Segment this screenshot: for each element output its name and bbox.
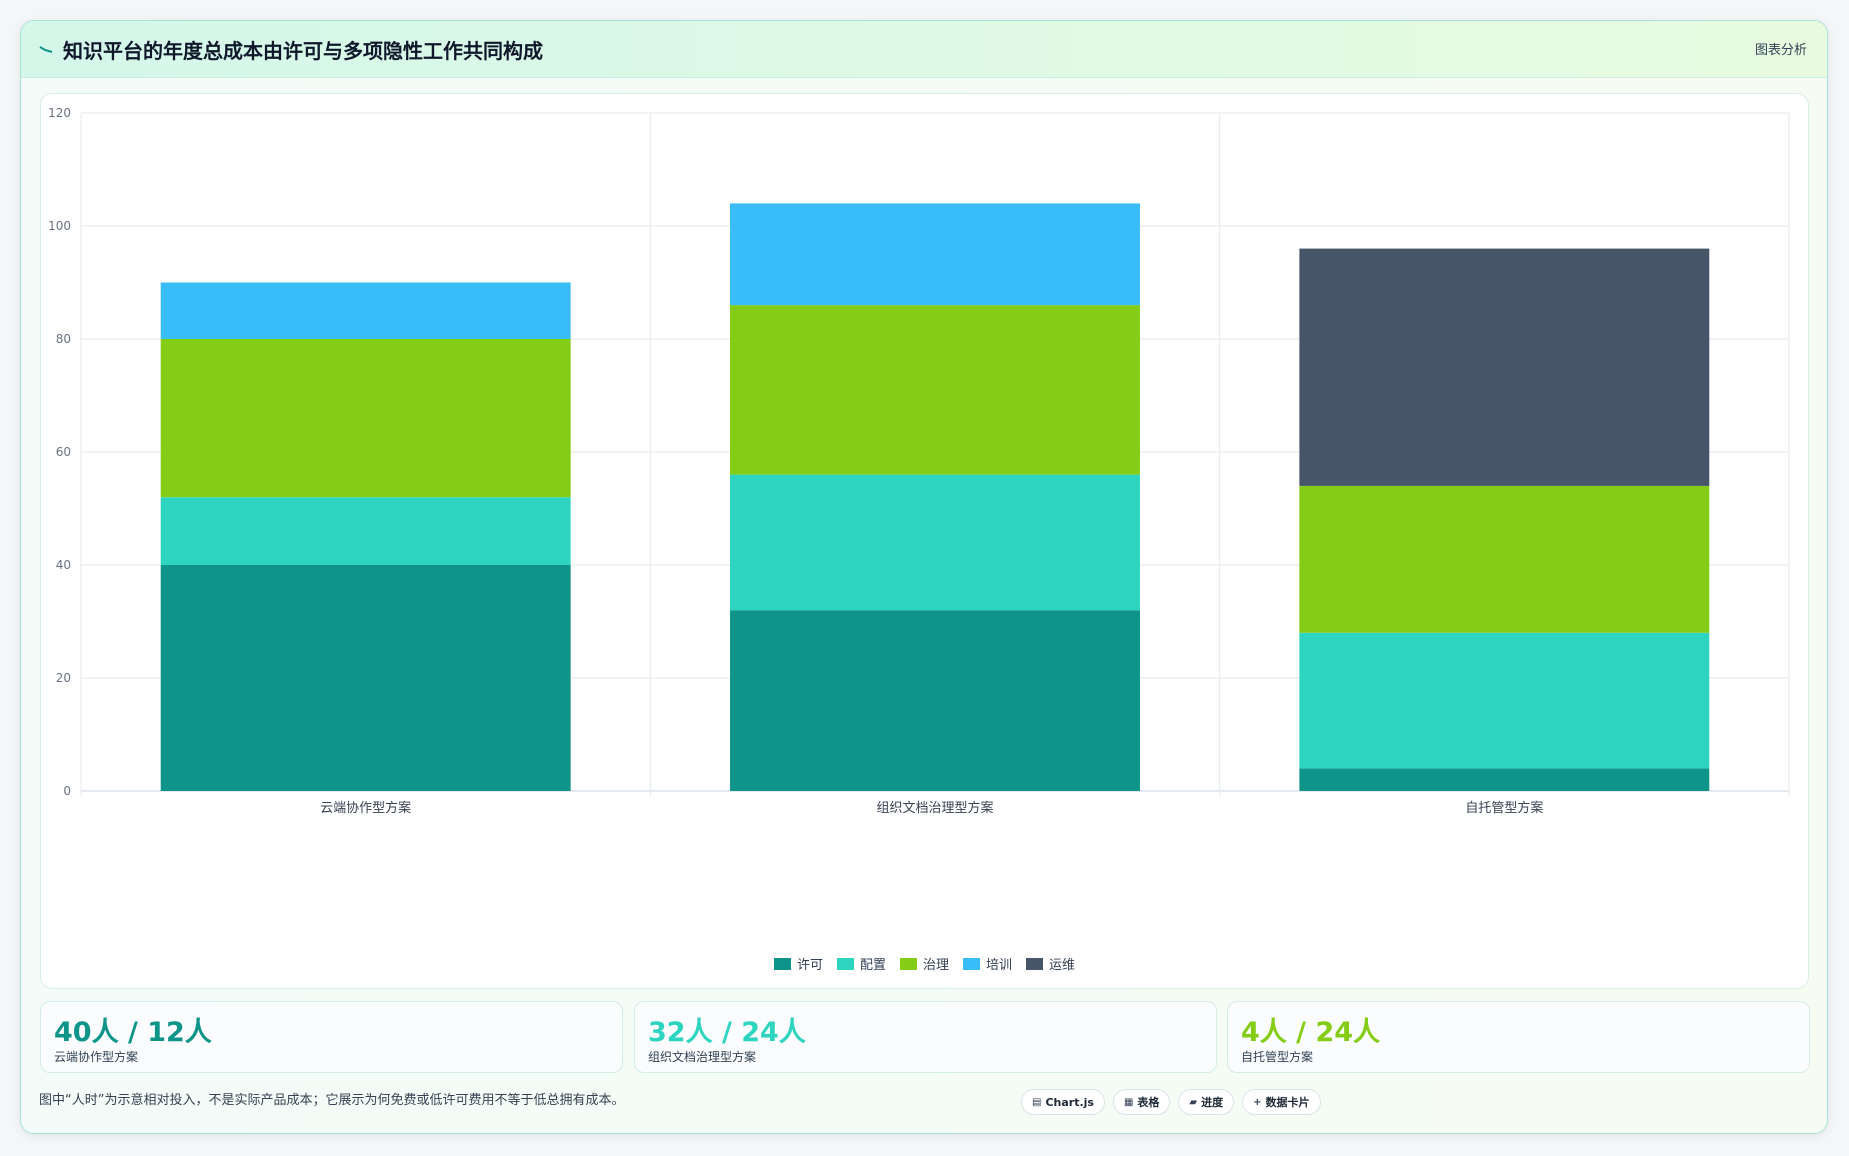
legend-label: 许可	[796, 958, 823, 973]
pill-label: 进度	[1201, 1096, 1224, 1109]
pill-table[interactable]: ▦ 表格	[1112, 1089, 1171, 1115]
bar-segment	[1299, 632, 1710, 769]
pill-chartjs[interactable]: ▤ Chart.js	[1021, 1089, 1105, 1115]
bar-segment	[160, 497, 571, 565]
y-tick-label: 40	[56, 558, 71, 572]
chart-panel: 知识平台的年度总成本由许可与多项隐性工作共同构成 图表分析 0 20 40 60 80 1…	[20, 20, 1828, 1134]
stat-label: 云端协作型方案	[54, 1050, 139, 1064]
y-tick-label: 100	[48, 219, 71, 233]
legend-item[interactable]: 运维	[1026, 954, 1075, 973]
chart-icon: ▤	[1032, 1096, 1042, 1108]
stat-card-cloud: 40人 / 12人 云端协作型方案	[40, 1001, 623, 1073]
bar-segment	[1299, 485, 1710, 633]
chart-card: 0 20 40 60 80 100 120 云端协作型方案 组织文档治理型方案 自托管型方案 许可…	[40, 93, 1809, 989]
bar-segment	[160, 282, 571, 339]
trend-icon	[39, 46, 53, 53]
stat-card-governance: 32人 / 24人 组织文档治理型方案	[634, 1001, 1217, 1073]
chart-analysis-tag: 图表分析	[1754, 43, 1807, 58]
bar-segment	[160, 565, 571, 791]
stacked-bar-chart: 0 20 40 60 80 100 120 云端协作型方案 组织文档治理型方案 自托管型方案	[48, 106, 1790, 816]
bar-segment	[160, 339, 571, 498]
stat-value: 32人 / 24人	[648, 1017, 806, 1048]
stat-value: 4人 / 24人	[1241, 1017, 1381, 1048]
bar-segment	[1299, 768, 1710, 791]
legend-swatch	[1026, 957, 1044, 970]
panel-header: 知识平台的年度总成本由许可与多项隐性工作共同构成 图表分析	[21, 21, 1827, 78]
bar-segment	[730, 474, 1140, 611]
legend-label: 培训	[986, 958, 1013, 973]
bar-segment	[730, 305, 1140, 475]
legend-label: 运维	[1049, 958, 1076, 973]
data-card-icon: +	[1253, 1096, 1262, 1108]
y-tick-label: 60	[56, 445, 71, 459]
legend-swatch	[773, 957, 791, 970]
pill-progress[interactable]: ▰ 进度	[1178, 1089, 1235, 1115]
legend-swatch	[836, 957, 854, 970]
y-tick-label: 80	[56, 332, 71, 346]
page-title: 知识平台的年度总成本由许可与多项隐性工作共同构成	[63, 39, 543, 63]
y-tick-label: 0	[63, 784, 71, 798]
pill-data-card[interactable]: + 数据卡片	[1242, 1089, 1321, 1115]
bar-segment	[730, 203, 1140, 306]
pill-label: 表格	[1137, 1096, 1160, 1109]
stat-card-self-hosted: 4人 / 24人 自托管型方案	[1227, 1001, 1810, 1073]
table-icon: ▦	[1123, 1096, 1134, 1108]
x-tick-label: 云端协作型方案	[320, 800, 411, 816]
progress-icon: ▰	[1189, 1096, 1198, 1108]
stat-label: 组织文档治理型方案	[648, 1050, 757, 1064]
pill-label: 数据卡片	[1265, 1096, 1310, 1109]
legend-item[interactable]: 许可	[773, 954, 823, 973]
y-tick-label: 120	[48, 106, 71, 120]
stat-value: 40人 / 12人	[54, 1017, 212, 1048]
footnote: 图中“人时”为示意相对投入，不是实际产品成本；它展示为何免费或低许可费用不等于低…	[39, 1093, 625, 1108]
chart-legend: 许可 配置 治理 培训 运维	[41, 954, 1808, 973]
stat-label: 自托管型方案	[1241, 1050, 1314, 1064]
legend-swatch	[899, 957, 917, 970]
pill-label: Chart.js	[1045, 1095, 1094, 1109]
legend-label: 治理	[922, 958, 949, 973]
bar-segment	[1299, 248, 1710, 486]
legend-item[interactable]: 培训	[963, 954, 1012, 973]
legend-label: 配置	[859, 958, 886, 973]
toolbar-pills: ▤ Chart.js ▦ 表格 ▰ 进度 + 数据卡片	[1021, 1089, 1321, 1115]
legend-swatch	[963, 957, 980, 970]
bar-segment	[730, 610, 1140, 791]
x-tick-label: 组织文档治理型方案	[876, 800, 993, 816]
legend-item[interactable]: 配置	[836, 954, 886, 973]
legend-item[interactable]: 治理	[899, 954, 949, 973]
y-tick-label: 20	[56, 671, 71, 685]
x-tick-label: 自托管型方案	[1465, 800, 1543, 816]
